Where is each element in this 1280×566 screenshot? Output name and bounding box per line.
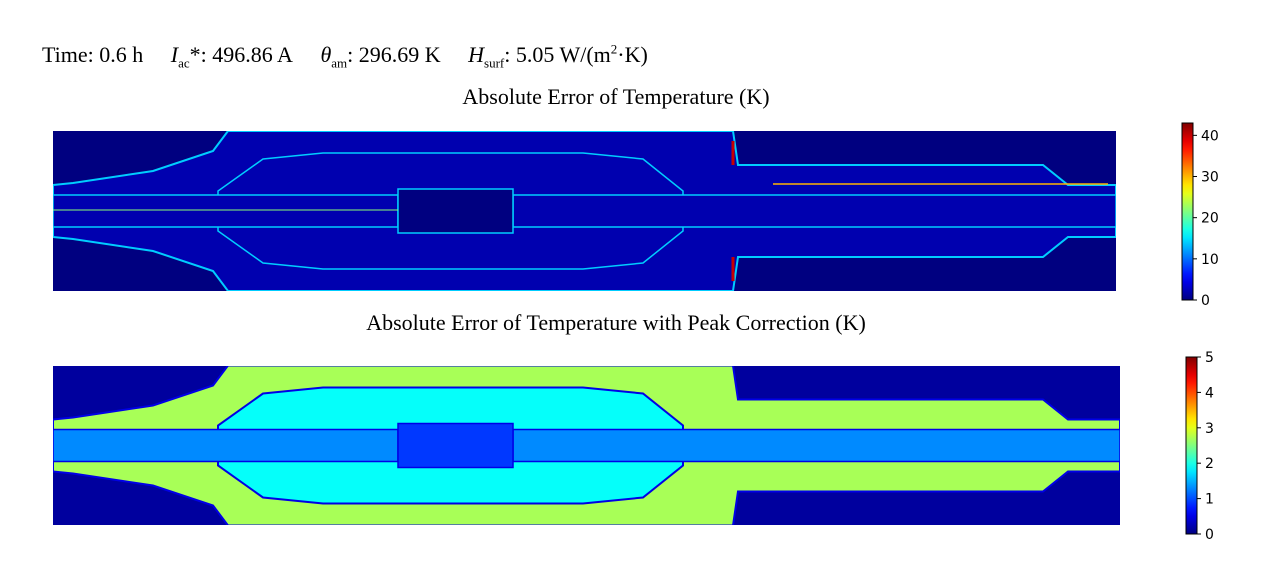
- colorbar-2-tick-label-2: 2: [1205, 456, 1214, 472]
- parameters-line: Time: 0.6 h Iac*: 496.86 A θam: 296.69 K…: [42, 42, 670, 72]
- colorbar-1: 0 10 20 30 40: [1181, 122, 1219, 309]
- colorbar-1-tick-label-0: 0: [1201, 293, 1210, 309]
- colorbar-1-tick-label-40: 40: [1201, 128, 1219, 144]
- colorbar-2-tick-label-0: 0: [1205, 527, 1214, 543]
- ambient-temperature-label: θam: 296.69 K: [320, 42, 441, 71]
- heatmap-1-title: Absolute Error of Temperature (K): [462, 84, 770, 109]
- colorbar-2-tick-label-1: 1: [1205, 492, 1214, 508]
- current-label: Iac*: 496.86 A: [170, 42, 293, 71]
- colorbar-2: 0 1 2 3 4 5: [1185, 350, 1214, 543]
- heatmap-1-conductor-right: [512, 194, 1116, 228]
- colorbar-1-tick-label-20: 20: [1201, 211, 1219, 227]
- heatmap-2-conductor-right: [512, 428, 1120, 463]
- heatmap-2-conductor-left: [53, 428, 399, 463]
- heatmap-1: [53, 131, 1116, 291]
- colorbar-1-bar: [1181, 122, 1194, 301]
- time-label: Time: 0.6 h: [42, 42, 144, 68]
- colorbar-1-tick-label-10: 10: [1201, 252, 1219, 268]
- heatmap-2-joint: [397, 422, 514, 469]
- heatmap-2-title: Absolute Error of Temperature with Peak …: [366, 310, 866, 335]
- colorbar-2-tick-label-5: 5: [1205, 350, 1214, 366]
- colorbar-1-tick-label-30: 30: [1201, 170, 1219, 186]
- heatmap-2: [53, 366, 1120, 525]
- surface-coefficient-label: Hsurf: 5.05 W/(m2·K): [468, 42, 648, 71]
- colorbar-2-tick-label-4: 4: [1205, 385, 1214, 401]
- heatmap-1-joint: [397, 188, 514, 234]
- colorbar-2-bar: [1185, 356, 1198, 535]
- heatmap-1-conductor-left: [53, 194, 399, 228]
- colorbar-2-tick-label-3: 3: [1205, 421, 1214, 437]
